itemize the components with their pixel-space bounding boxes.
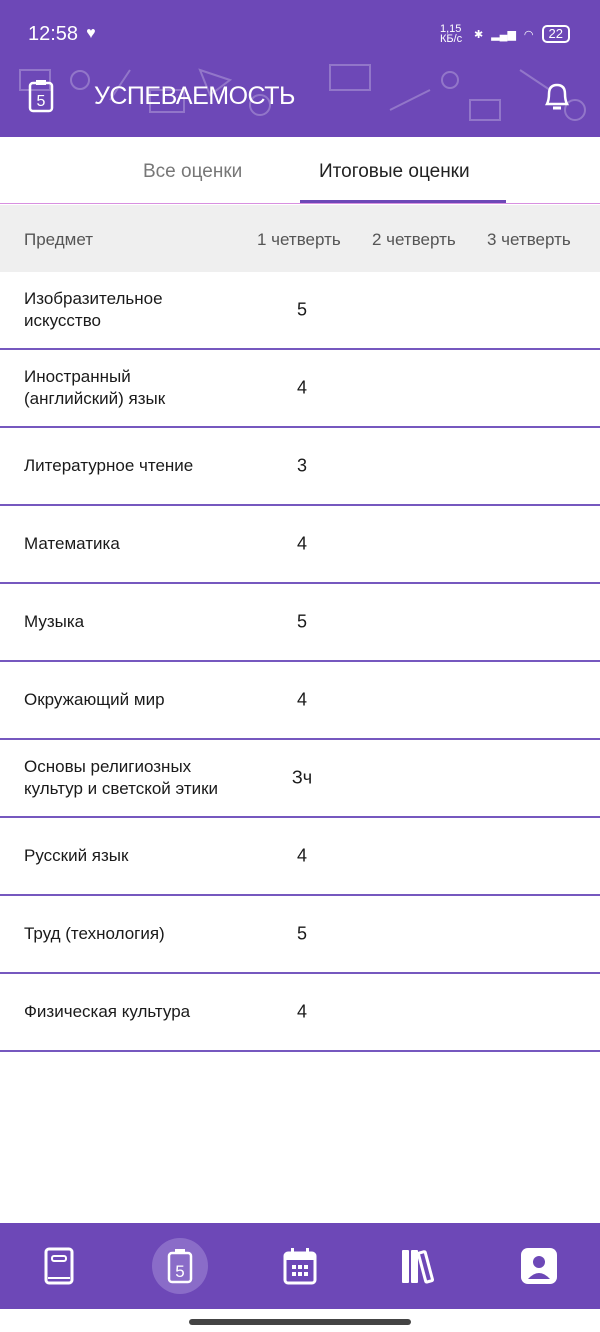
grade-q1: 4: [296, 377, 307, 398]
table-row[interactable]: Музыка 5: [0, 584, 600, 662]
library-books-icon: [402, 1250, 435, 1284]
table-row[interactable]: Физическая культура 4: [0, 974, 600, 1052]
table-row[interactable]: Труд (технология) 5: [0, 896, 600, 974]
subject-name: Иностранный (английский) язык: [24, 367, 166, 408]
app-header: 12:58 ♥ 1,15 КБ/с ✱ ▂▄▆ ◠ 22 5 УСПЕВАЕМО…: [0, 0, 600, 137]
table-row[interactable]: Математика 4: [0, 506, 600, 584]
tab-bar: Все оценки Итоговые оценки: [0, 137, 600, 204]
net-speed: 1,15 КБ/с: [439, 23, 463, 45]
svg-text:5: 5: [175, 1262, 184, 1281]
status-bar: 12:58 ♥ 1,15 КБ/с ✱ ▂▄▆ ◠ 22: [28, 20, 570, 48]
active-tab-indicator: [300, 200, 506, 203]
subject-name: Математика: [24, 534, 120, 553]
table-row[interactable]: Русский язык 4: [0, 818, 600, 896]
subject-name: Музыка: [24, 612, 85, 631]
grade-q1: 5: [296, 611, 307, 632]
tab-final-grades[interactable]: Итоговые оценки: [319, 161, 470, 182]
subject-name: Изобразительное искусство: [24, 289, 163, 330]
table-row[interactable]: Литературное чтение 3: [0, 428, 600, 506]
nav-schedule[interactable]: [272, 1238, 328, 1294]
col-subject: Предмет: [24, 230, 94, 249]
grade-q1: 4: [296, 689, 307, 710]
grades-clipboard-icon: 5: [28, 80, 54, 113]
grade-q1: 4: [296, 1001, 307, 1022]
subject-name: Окружающий мир: [24, 690, 165, 709]
grade-q1: Зч: [291, 767, 313, 788]
grades-table: Изобразительное искусство 5 Иностранный (а…: [0, 272, 600, 1052]
col-q1: 1 четверть: [257, 230, 341, 249]
diary-book-icon: [44, 1247, 74, 1285]
col-q2: 2 четверть: [372, 230, 456, 249]
nav-grades[interactable]: 5: [152, 1238, 208, 1294]
tab-all-grades[interactable]: Все оценки: [143, 161, 243, 182]
table-row[interactable]: Иностранный (английский) язык 4: [0, 350, 600, 428]
calendar-icon: [283, 1248, 317, 1285]
subject-name: Литературное чтение: [24, 456, 194, 475]
nav-diary[interactable]: [31, 1238, 87, 1294]
grades-clipboard-icon: 5: [167, 1249, 193, 1284]
subject-name: Основы религиозных культур и светской эт…: [24, 757, 219, 798]
subject-name: Труд (технология): [24, 924, 165, 943]
signal-icon: ▂▄▆: [491, 28, 516, 41]
nav-profile[interactable]: [511, 1238, 567, 1294]
wifi-icon: ◠: [523, 28, 534, 41]
table-header: Предмет 1 четверть 2 четверть 3 четверть: [0, 205, 600, 272]
svg-text:5: 5: [37, 93, 46, 110]
table-row[interactable]: Изобразительное искусство 5: [0, 272, 600, 350]
home-indicator[interactable]: [189, 1319, 411, 1325]
heart-icon: ♥: [86, 25, 96, 42]
grade-q1: 4: [296, 845, 307, 866]
grade-q1: 5: [296, 923, 307, 944]
subject-name: Русский язык: [24, 846, 129, 865]
page-title: УСПЕВАЕМОСТЬ: [94, 81, 295, 110]
status-time: 12:58: [28, 22, 79, 45]
grade-q1: 3: [296, 455, 307, 476]
grade-q1: 5: [296, 299, 307, 320]
col-q3: 3 четверть: [487, 230, 571, 249]
grade-q1: 4: [296, 533, 307, 554]
table-row[interactable]: Окружающий мир 4: [0, 662, 600, 740]
bell-icon[interactable]: [542, 80, 572, 112]
table-row[interactable]: Основы религиозных культур и светской эт…: [0, 740, 600, 818]
bottom-nav: 5: [0, 1223, 600, 1309]
nav-library[interactable]: [391, 1238, 447, 1294]
profile-icon: [521, 1248, 557, 1284]
bluetooth-icon: ✱: [473, 28, 484, 41]
battery-icon: 22: [541, 25, 570, 43]
subject-name: Физическая культура: [24, 1002, 191, 1021]
doodle-background: [19, 64, 586, 121]
